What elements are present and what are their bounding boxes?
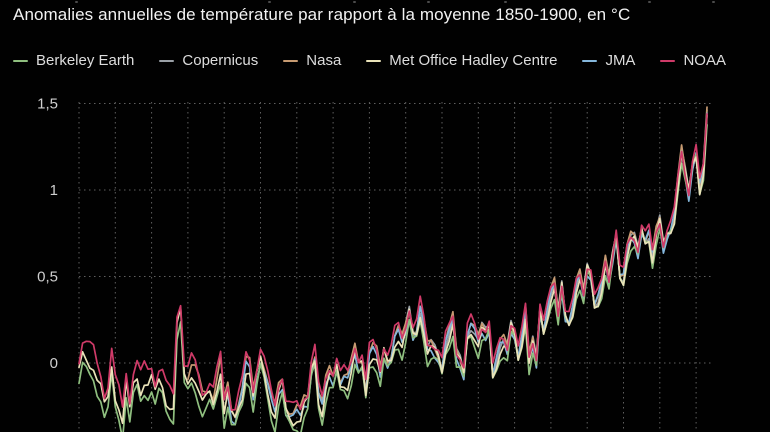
legend-label-jma: JMA — [605, 52, 636, 69]
y-tick-label-0,5: 0,5 — [37, 269, 58, 286]
legend-item-berkeley: Berkeley Earth — [13, 52, 134, 69]
y-tick-label-0: 0 — [50, 355, 58, 372]
series-line-noaa — [78, 112, 708, 411]
series-line-nasa — [187, 106, 708, 419]
nasa-color-dash-icon — [283, 59, 299, 62]
y-tick-label-1,5: 1,5 — [37, 96, 58, 113]
metoffice-color-dash-icon — [366, 59, 382, 62]
legend-item-jma: JMA — [582, 52, 635, 69]
legend-label-noaa: NOAA — [683, 52, 726, 69]
chart-title: Anomalies annuelles de température par r… — [13, 5, 631, 24]
legend-item-copernicus: Copernicus — [159, 52, 258, 69]
legend-item-noaa: NOAA — [660, 52, 726, 69]
legend-label-berkeley: Berkeley Earth — [36, 52, 135, 69]
chart-legend: Berkeley Earth Copernicus Nasa Met Office H… — [13, 52, 764, 69]
series-line-jma — [226, 112, 708, 426]
legend-label-copernicus: Copernicus — [182, 52, 259, 69]
legend-label-metoffice: Met Office Hadley Centre — [389, 52, 558, 69]
y-tick-label-1: 1 — [50, 182, 58, 199]
legend-item-metoffice: Met Office Hadley Centre — [366, 52, 557, 69]
noaa-color-dash-icon — [660, 59, 676, 62]
clipped-headline-fragments — [0, 0, 770, 5]
legend-item-nasa: Nasa — [283, 52, 341, 69]
berkeley-color-dash-icon — [13, 59, 28, 62]
copernicus-color-dash-icon — [159, 59, 175, 62]
legend-label-nasa: Nasa — [306, 52, 342, 69]
jma-color-dash-icon — [582, 59, 598, 62]
series-line-metoffice — [78, 114, 708, 427]
